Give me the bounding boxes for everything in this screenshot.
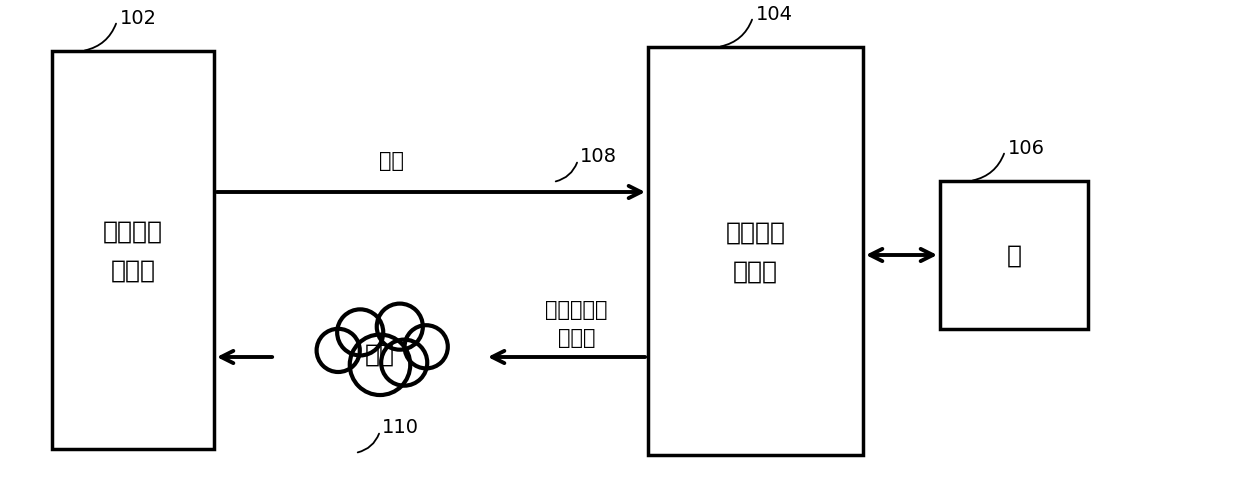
Text: 104: 104: [756, 5, 793, 24]
Circle shape: [337, 310, 383, 356]
Circle shape: [349, 335, 410, 395]
Text: 中断: 中断: [378, 151, 404, 171]
Bar: [648, 48, 864, 455]
Circle shape: [382, 340, 427, 386]
Text: 二级中断
控制器: 二级中断 控制器: [103, 219, 164, 282]
Text: 102: 102: [120, 9, 157, 28]
Bar: [940, 182, 1088, 329]
Bar: [52, 52, 214, 449]
Circle shape: [377, 304, 422, 350]
Circle shape: [405, 326, 447, 369]
Text: 110: 110: [382, 418, 419, 437]
Circle shape: [317, 329, 359, 372]
Text: 核: 核: [1006, 243, 1021, 268]
Text: 网络: 网络: [366, 342, 395, 366]
Text: 为下一中断
准备好: 为下一中断 准备好: [545, 300, 608, 347]
Text: 108: 108: [580, 147, 617, 166]
Text: 106: 106: [1009, 138, 1044, 157]
Text: 一级中断
控制器: 一级中断 控制器: [726, 220, 786, 283]
